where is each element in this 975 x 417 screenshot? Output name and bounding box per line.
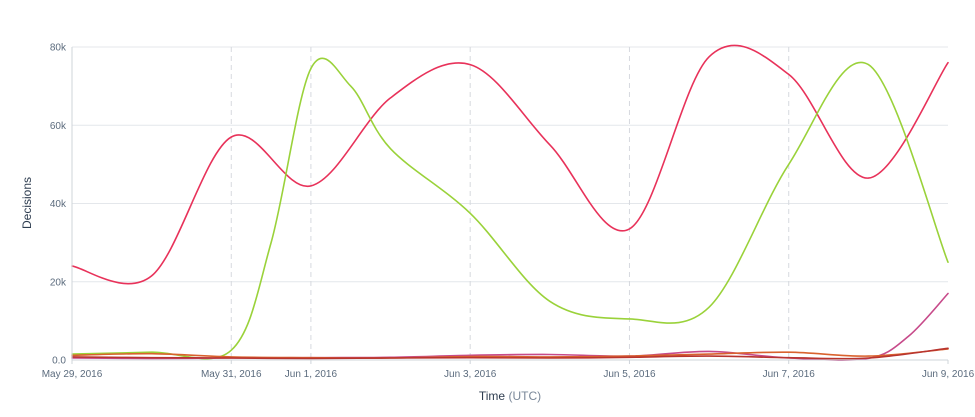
y-tick-label: 40k — [50, 199, 67, 210]
x-tick-label: Jun 7, 2016 — [763, 369, 816, 380]
x-axis-title-unit: (UTC) — [508, 389, 541, 403]
y-tick-label: 80k — [50, 43, 67, 54]
y-axis-title: Decisions — [20, 177, 34, 229]
x-tick-label: Jun 1, 2016 — [285, 369, 338, 380]
x-tick-label: Jun 9, 2016 — [922, 369, 975, 380]
series-group — [71, 44, 949, 361]
x-tick-label: Jun 5, 2016 — [603, 369, 656, 380]
grid — [72, 46, 948, 361]
x-tick-label: Jun 3, 2016 — [444, 369, 497, 380]
x-tick-label: May 29, 2016 — [42, 369, 103, 380]
x-axis-title: Time (UTC) — [479, 389, 541, 403]
series-line-2 — [71, 57, 949, 360]
series-line-1 — [71, 44, 949, 285]
x-tick-label: May 31, 2016 — [201, 369, 262, 380]
axes: 0.0 20k 40k 60k 80k May 29, 2016 May 31, 2016 J… — [42, 43, 975, 381]
series-line-4 — [71, 348, 949, 359]
y-tick-label: 60k — [50, 121, 67, 132]
y-tick-label: 20k — [50, 277, 67, 288]
y-tick-label: 0.0 — [52, 356, 66, 367]
x-axis-title-main: Time — [479, 389, 506, 403]
series-line-3 — [71, 292, 949, 361]
series-line-5 — [71, 347, 949, 360]
